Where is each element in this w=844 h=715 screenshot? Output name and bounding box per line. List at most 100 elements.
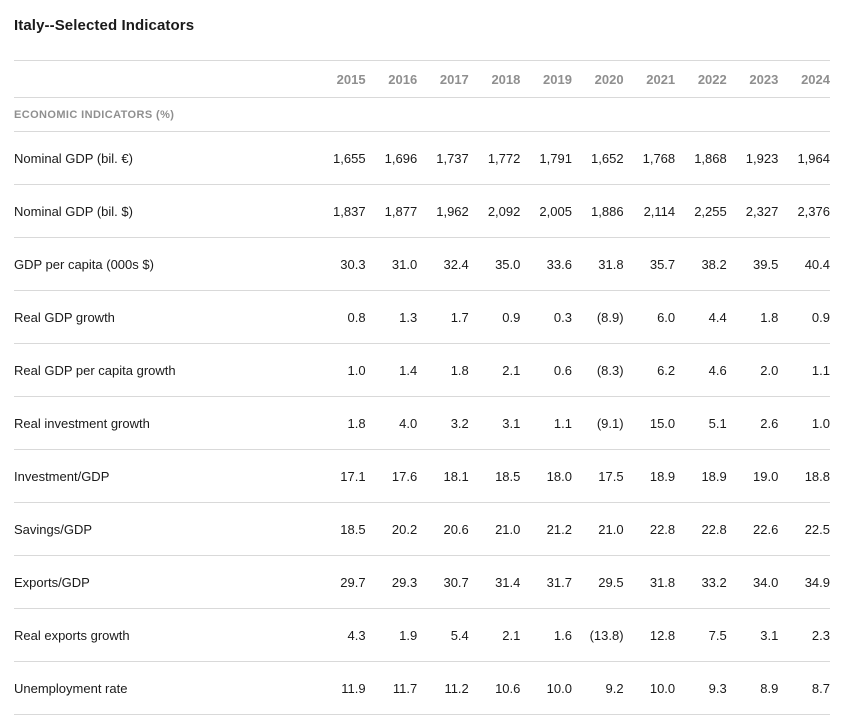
- value-cell: 2,114: [623, 184, 676, 238]
- value-cell: 1.6: [520, 608, 572, 662]
- value-cell: (8.3): [571, 343, 624, 397]
- table-row: Real GDP per capita growth 1.0 1.4 1.8 2.1 0.…: [14, 343, 830, 397]
- value-cell: 21.2: [520, 502, 572, 556]
- value-cell: 31.4: [468, 555, 521, 609]
- value-cell: 0.3: [520, 290, 572, 344]
- value-cell: 31.0: [365, 237, 418, 291]
- value-cell: 1,791: [520, 131, 572, 185]
- value-cell: 1,837: [314, 184, 366, 238]
- indicator-label: Nominal GDP (bil. €): [14, 131, 314, 185]
- table-row: Unemployment rate 11.9 11.7 11.2 10.6 10.0 9.2…: [14, 661, 830, 715]
- value-cell: 1.8: [417, 343, 469, 397]
- value-cell: 22.8: [675, 502, 727, 556]
- value-cell: 33.6: [520, 237, 572, 291]
- value-cell: 1.8: [726, 290, 779, 344]
- value-cell: 22.5: [778, 502, 830, 556]
- value-cell: 5.4: [417, 608, 469, 662]
- value-cell: 35.0: [468, 237, 521, 291]
- value-cell: 2.3: [778, 608, 830, 662]
- value-cell: 1,772: [468, 131, 521, 185]
- value-cell: 29.5: [571, 555, 624, 609]
- table-row: Real investment growth 1.8 4.0 3.2 3.1 1.1 (9.…: [14, 396, 830, 450]
- value-cell: 4.4: [675, 290, 727, 344]
- value-cell: 18.0: [520, 449, 572, 503]
- value-cell: 32.4: [417, 237, 469, 291]
- value-cell: 34.0: [726, 555, 779, 609]
- table-row: GDP per capita (000s $) 30.3 31.0 32.4 35.0 3…: [14, 237, 830, 291]
- year-column-header: 2016: [365, 60, 418, 98]
- value-cell: 4.3: [314, 608, 366, 662]
- value-cell: 31.8: [623, 555, 676, 609]
- year-column-header: 2017: [417, 60, 469, 98]
- indicator-label: Exports/GDP: [14, 555, 314, 609]
- value-cell: 35.7: [623, 237, 676, 291]
- value-cell: 2,327: [726, 184, 779, 238]
- value-cell: 3.1: [468, 396, 521, 450]
- year-column-header: 2024: [778, 60, 830, 98]
- page-title: Italy--Selected Indicators: [14, 17, 195, 34]
- value-cell: 18.9: [675, 449, 727, 503]
- value-cell: 10.0: [623, 661, 676, 715]
- value-cell: 29.7: [314, 555, 366, 609]
- label-column-header: [14, 60, 314, 98]
- indicator-label: Real exports growth: [14, 608, 314, 662]
- table-row: Exports/GDP 29.7 29.3 30.7 31.4 31.7 29.5 31.8 3…: [14, 555, 830, 609]
- table-row: Nominal GDP (bil. $) 1,837 1,877 1,962 2,092…: [14, 184, 830, 238]
- value-cell: 30.3: [314, 237, 366, 291]
- value-cell: 2,376: [778, 184, 830, 238]
- value-cell: 8.7: [778, 661, 830, 715]
- value-cell: 1,652: [571, 131, 624, 185]
- value-cell: 33.2: [675, 555, 727, 609]
- value-cell: 18.5: [314, 502, 366, 556]
- indicator-label: Real GDP per capita growth: [14, 343, 314, 397]
- value-cell: 1,877: [365, 184, 418, 238]
- value-cell: 1,696: [365, 131, 418, 185]
- value-cell: 18.5: [468, 449, 521, 503]
- value-cell: 8.9: [726, 661, 779, 715]
- indicator-label: GDP per capita (000s $): [14, 237, 314, 291]
- value-cell: 11.9: [314, 661, 366, 715]
- value-cell: 0.6: [520, 343, 572, 397]
- value-cell: 1,962: [417, 184, 469, 238]
- indicator-label: Nominal GDP (bil. $): [14, 184, 314, 238]
- value-cell: 11.2: [417, 661, 469, 715]
- year-column-header: 2015: [314, 60, 366, 98]
- value-cell: 1,737: [417, 131, 469, 185]
- value-cell: 10.0: [520, 661, 572, 715]
- value-cell: 0.9: [778, 290, 830, 344]
- value-cell: 3.2: [417, 396, 469, 450]
- value-cell: 17.1: [314, 449, 366, 503]
- value-cell: 3.1: [726, 608, 779, 662]
- year-column-header: 2021: [623, 60, 676, 98]
- section-header-row: ECONOMIC INDICATORS (%): [14, 97, 830, 132]
- value-cell: 7.5: [675, 608, 727, 662]
- value-cell: 2.0: [726, 343, 779, 397]
- value-cell: 22.6: [726, 502, 779, 556]
- value-cell: 22.8: [623, 502, 676, 556]
- value-cell: 1,868: [675, 131, 727, 185]
- value-cell: (8.9): [571, 290, 624, 344]
- value-cell: 17.5: [571, 449, 624, 503]
- value-cell: 18.1: [417, 449, 469, 503]
- value-cell: 1.4: [365, 343, 418, 397]
- value-cell: 18.8: [778, 449, 830, 503]
- value-cell: 1.7: [417, 290, 469, 344]
- value-cell: 1,886: [571, 184, 624, 238]
- value-cell: 6.0: [623, 290, 676, 344]
- section-header: ECONOMIC INDICATORS (%): [14, 97, 830, 132]
- value-cell: 1,655: [314, 131, 366, 185]
- value-cell: 20.6: [417, 502, 469, 556]
- value-cell: 1.3: [365, 290, 418, 344]
- value-cell: 0.9: [468, 290, 521, 344]
- indicator-label: Savings/GDP: [14, 502, 314, 556]
- value-cell: 4.0: [365, 396, 418, 450]
- table-row: Nominal GDP (bil. €) 1,655 1,696 1,737 1,772…: [14, 131, 830, 185]
- value-cell: 5.1: [675, 396, 727, 450]
- value-cell: 1.0: [314, 343, 366, 397]
- value-cell: 19.0: [726, 449, 779, 503]
- value-cell: 4.6: [675, 343, 727, 397]
- indicators-table: 2015 2016 2017 2018 2019 2020 2021 2022 2023 2024…: [14, 60, 830, 715]
- value-cell: (13.8): [571, 608, 624, 662]
- year-column-header: 2018: [468, 60, 521, 98]
